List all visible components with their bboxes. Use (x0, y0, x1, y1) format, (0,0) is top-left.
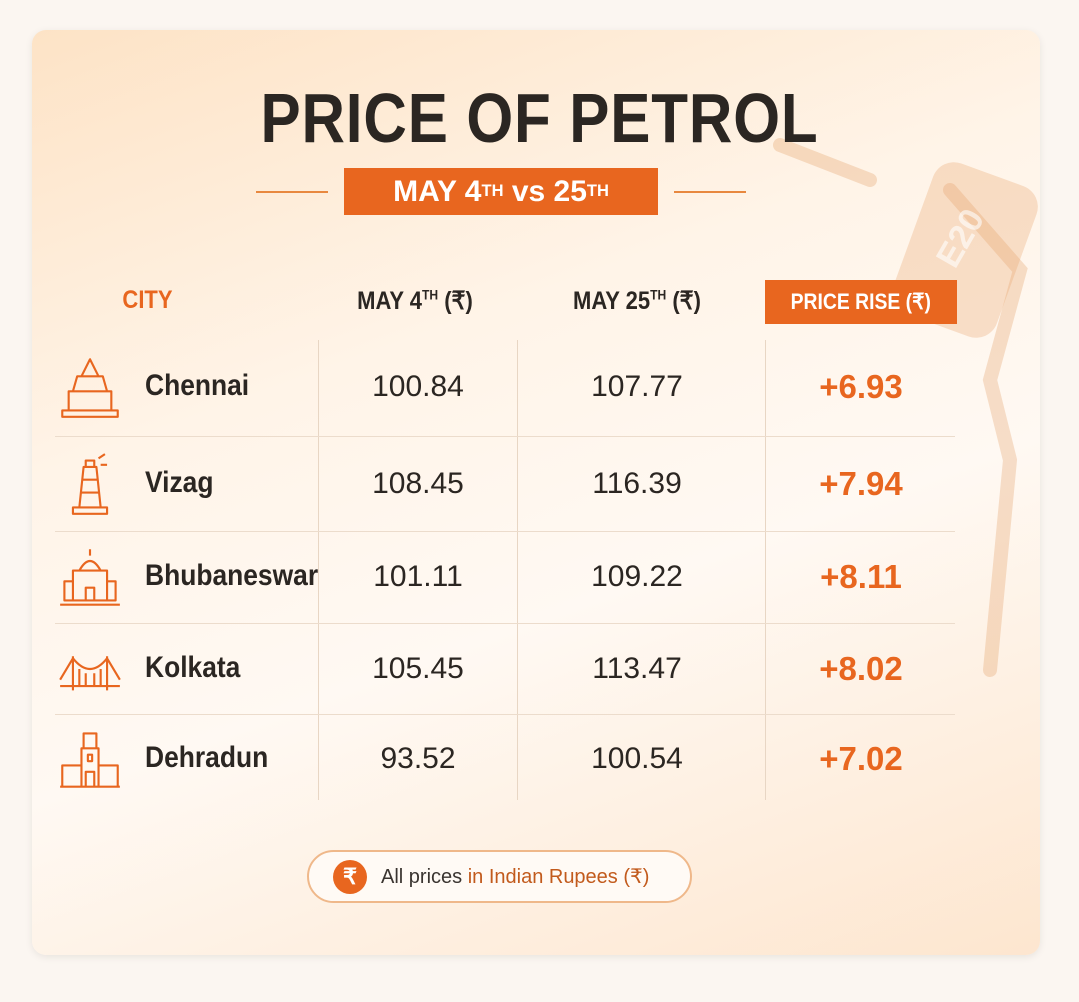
header-part: (₹) (438, 287, 473, 315)
city-name: Dehradun (145, 741, 269, 774)
city-icon (58, 727, 122, 791)
column-header: CITY (122, 286, 173, 314)
price-rise: +6.93 (819, 368, 903, 405)
price-rise: +8.11 (820, 558, 902, 595)
icon (61, 358, 119, 418)
column-divider (517, 340, 518, 800)
price-may-4: 105.45 (372, 652, 464, 685)
note-part: in Indian Rupees (₹) (462, 866, 650, 888)
city-icon (58, 545, 122, 609)
price-may-25: 109.22 (591, 560, 683, 593)
price-may-25: 100.54 (591, 742, 683, 775)
icon (71, 453, 109, 515)
footer-note: ₹ All prices in Indian Rupees (₹) (307, 850, 692, 903)
icon (59, 656, 121, 691)
pump-decoration: E20 (773, 138, 1038, 677)
price-may-4: 101.11 (373, 560, 463, 593)
header-part: TH (650, 287, 667, 303)
header-part: MAY 25 (573, 287, 651, 315)
price-rise: +8.02 (819, 650, 903, 687)
price-may-4: 100.84 (372, 370, 464, 403)
nozzle (773, 138, 877, 187)
city-icon (58, 637, 122, 701)
city-icon (58, 452, 122, 516)
price-may-25: 116.39 (592, 467, 682, 500)
column-header: MAY 4TH (₹) (318, 286, 512, 316)
title: PRICE OF PETROL (260, 79, 819, 157)
price-may-25: 107.77 (591, 370, 683, 403)
city-name: Kolkata (145, 651, 241, 684)
icon (60, 732, 120, 788)
header-part: TH (421, 287, 439, 303)
city-icon (58, 355, 122, 419)
row-divider (55, 623, 955, 624)
divider (674, 191, 746, 193)
column-header: PRICE RISE (₹) (765, 280, 957, 324)
city-name: Chennai (145, 369, 250, 402)
row-divider (55, 436, 955, 437)
row-divider (55, 531, 955, 532)
header-part: (₹) (666, 287, 701, 315)
note-part: All prices (381, 866, 463, 888)
column-divider (765, 340, 766, 800)
city-name: Bhubaneswar (145, 559, 319, 592)
price-may-4: 108.45 (372, 467, 464, 500)
icon (60, 549, 120, 606)
divider (256, 191, 328, 193)
city-name: Vizag (145, 466, 214, 499)
hose (943, 183, 1028, 677)
subtitle-part: TH (481, 182, 504, 200)
rupee-icon: ₹ (333, 859, 367, 894)
price-may-25: 113.47 (592, 652, 682, 685)
subtitle: MAY 4 TH vs 25 TH (344, 168, 658, 215)
header-text: PRICE RISE (₹) (790, 289, 932, 314)
row-divider (55, 714, 955, 715)
column-divider (318, 340, 319, 800)
price-may-4: 93.52 (380, 742, 456, 775)
header-part: MAY 4 (357, 287, 422, 315)
subtitle-part: vs 25 (503, 174, 587, 208)
subtitle-part: TH (586, 182, 609, 200)
price-rise: +7.02 (819, 740, 903, 777)
subtitle-part: MAY 4 (393, 174, 482, 208)
note-text: All prices in Indian Rupees (₹) (381, 864, 649, 889)
column-header: MAY 25TH (₹) (540, 286, 734, 316)
price-rise: +7.94 (819, 465, 903, 502)
